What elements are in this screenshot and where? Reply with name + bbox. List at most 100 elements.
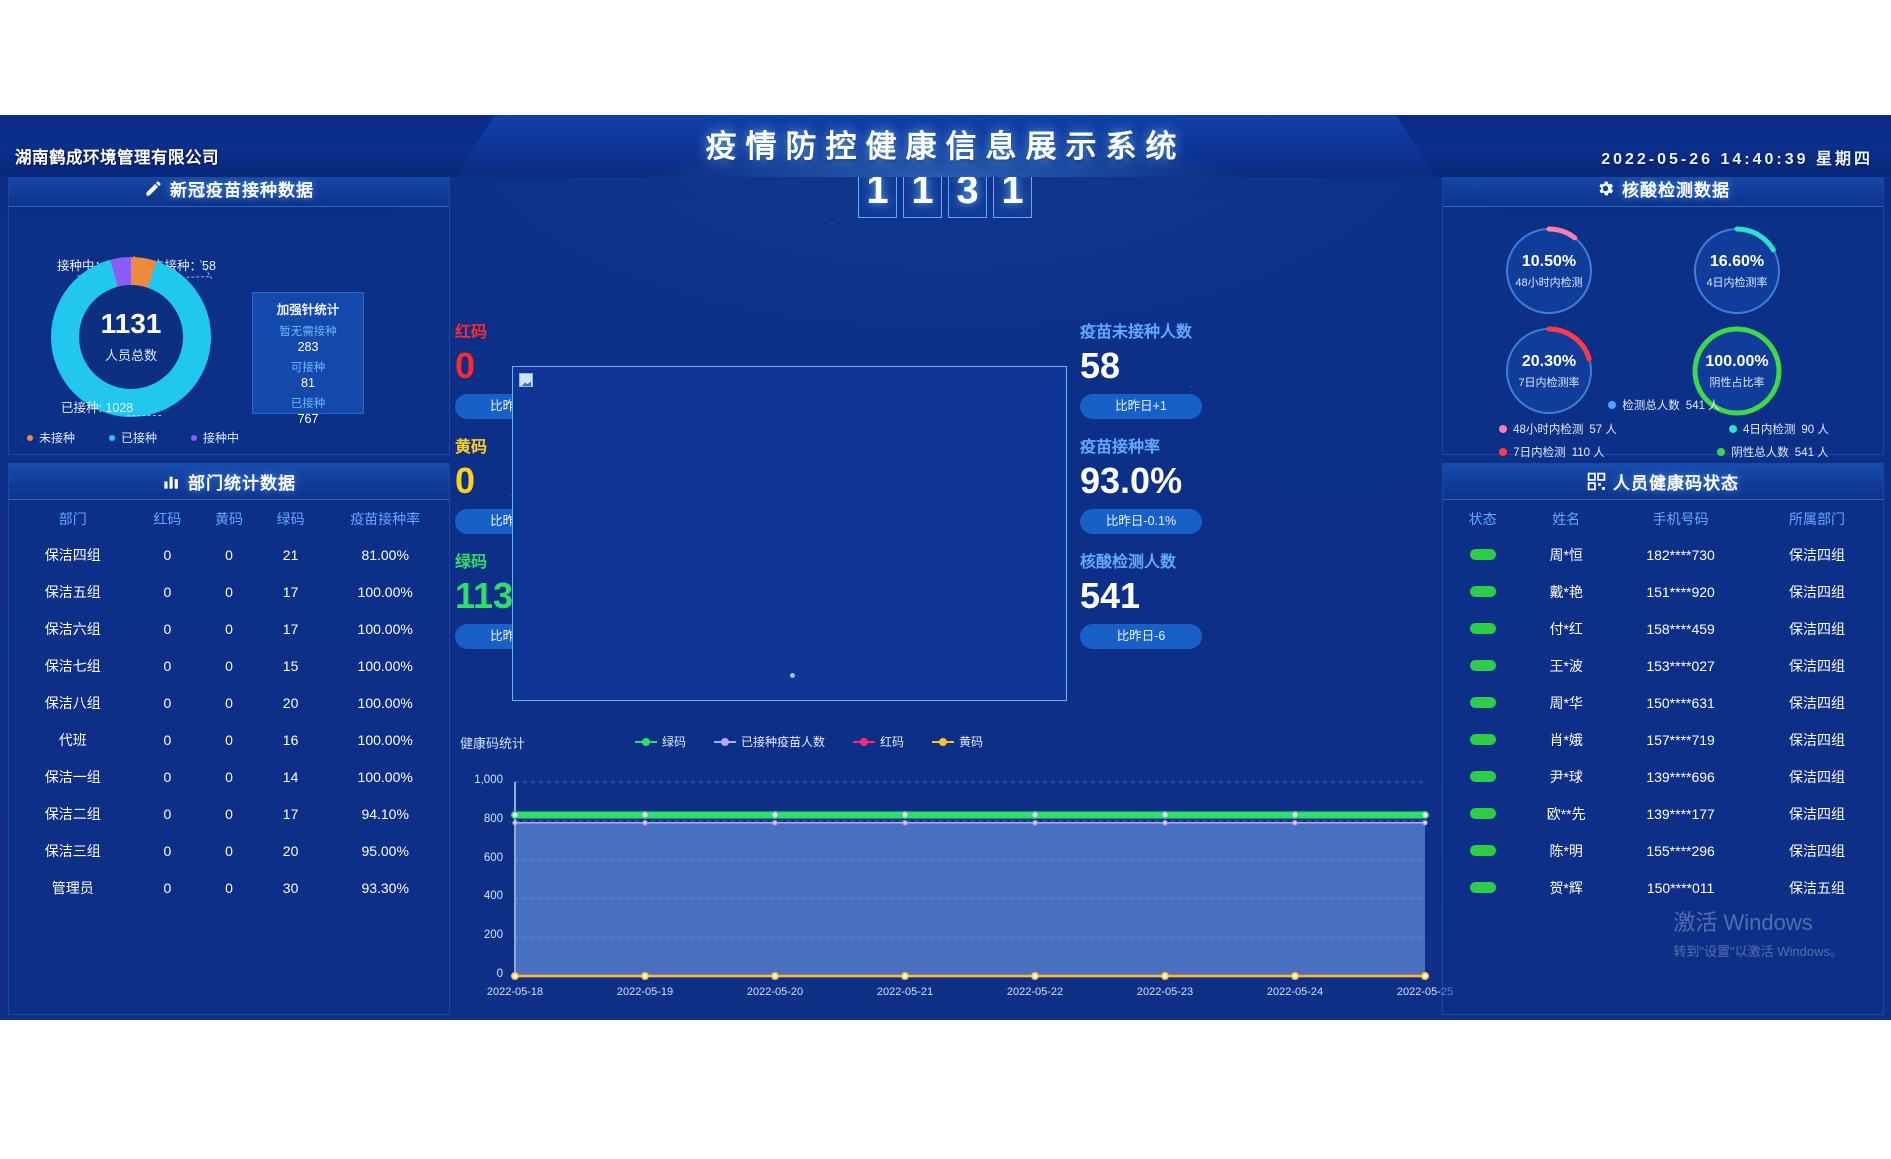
legend-item-vaccinated[interactable]: 已接种 <box>109 429 157 446</box>
kpi-yellow-value: 0 <box>455 460 476 501</box>
dept-name: 保洁一组 <box>44 768 101 785</box>
dept-name: 保洁二组 <box>44 805 101 822</box>
table-row[interactable]: 付*红 158****459 保洁四组 <box>1443 610 1883 647</box>
chart-legend-item-2[interactable]: 红码 <box>853 733 904 750</box>
broken-image-icon <box>519 373 533 387</box>
gauge-ring-0 <box>1504 226 1594 316</box>
dept-col-red: 红码 <box>153 511 182 527</box>
nucleic-legend-negative[interactable]: 阴性总人数 541 人 <box>1717 444 1829 460</box>
person-dept: 保洁四组 <box>1788 768 1845 785</box>
table-row[interactable]: 尹*球 139****696 保洁四组 <box>1443 758 1883 795</box>
table-row[interactable]: 戴*艳 151****920 保洁四组 <box>1443 573 1883 610</box>
kpi-red-value: 0 <box>455 345 476 386</box>
nucleic-panel-header: 核酸检测数据 <box>1443 171 1883 207</box>
person-dept: 保洁四组 <box>1788 546 1845 563</box>
dept-rate: 100.00% <box>357 620 413 637</box>
table-row[interactable]: 保洁四组 0 0 21 81.00% <box>9 536 449 573</box>
table-row[interactable]: 保洁一组 0 0 14 100.00% <box>9 758 449 795</box>
legend-swatch-vaccinated <box>109 434 116 441</box>
table-row[interactable]: 保洁七组 0 0 15 100.00% <box>9 647 449 684</box>
table-row[interactable]: 代班 0 0 16 100.00% <box>9 721 449 758</box>
health-panel-title: 人员健康码状态 <box>1613 474 1739 493</box>
video-feed-placeholder[interactable] <box>512 366 1067 701</box>
chart-legend-item-0[interactable]: 绿码 <box>635 733 686 750</box>
table-row[interactable]: 周*恒 182****730 保洁四组 <box>1443 536 1883 573</box>
chart-legend-label-2: 红码 <box>880 735 905 749</box>
chart-xtick-6: 2022-05-24 <box>1266 986 1324 998</box>
callout-leader-line-3 <box>127 415 161 416</box>
legend-label-vaccinated: 已接种 <box>121 431 158 445</box>
person-phone: 155****296 <box>1646 842 1715 859</box>
status-badge <box>1443 869 1522 906</box>
kpi-nucleic-count: 核酸检测人数 541 比昨日-6 <box>1080 548 1232 649</box>
table-row[interactable]: 陈*明 155****296 保洁四组 <box>1443 832 1883 869</box>
nucleic-legend-total[interactable]: 检测总人数 541 人 <box>1608 397 1720 413</box>
dept-name: 保洁三组 <box>44 842 101 859</box>
booster-title: 加强针统计 <box>276 303 340 317</box>
dept-yellow: 0 <box>225 879 233 896</box>
legend-swatch-negative <box>1717 448 1726 456</box>
table-row[interactable]: 王*波 153****027 保洁四组 <box>1443 647 1883 684</box>
health-table-header-row: 状态 姓名 手机号码 所属部门 <box>1443 500 1883 536</box>
table-row[interactable]: 管理员 0 0 30 93.30% <box>9 869 449 906</box>
green-code-pill <box>1469 622 1496 634</box>
table-row[interactable]: 肖*娥 157****719 保洁四组 <box>1443 721 1883 758</box>
nucleic-legend-7d[interactable]: 7日内检测 110 人 <box>1499 444 1605 460</box>
table-row[interactable]: 保洁五组 0 0 17 100.00% <box>9 573 449 610</box>
person-phone: 150****631 <box>1646 694 1715 711</box>
green-code-pill <box>1469 659 1496 671</box>
table-row[interactable]: 保洁二组 0 0 17 94.10% <box>9 795 449 832</box>
dept-red: 0 <box>163 731 172 748</box>
dept-red: 0 <box>163 694 172 711</box>
person-name: 陈*明 <box>1549 842 1583 859</box>
person-dept: 保洁四组 <box>1788 842 1845 859</box>
vaccine-panel-header: 新冠疫苗接种数据 <box>9 171 449 207</box>
legend-swatch-48h <box>1499 425 1508 433</box>
dept-col-dept: 部门 <box>58 511 87 527</box>
person-name: 付*红 <box>1549 620 1583 637</box>
person-phone: 151****920 <box>1646 583 1715 600</box>
gauge-caption-1: 4日内检测率 <box>1706 276 1768 289</box>
status-badge <box>1443 795 1522 832</box>
legend-item-unvaccinated[interactable]: 未接种 <box>27 429 75 446</box>
person-name: 戴*艳 <box>1549 583 1583 600</box>
chart-legend-swatch-3 <box>932 737 955 746</box>
dept-name: 保洁八组 <box>44 694 101 711</box>
table-row[interactable]: 保洁八组 0 0 20 100.00% <box>9 684 449 721</box>
dept-name: 管理员 <box>51 879 94 896</box>
green-code-pill <box>1469 881 1496 893</box>
status-badge <box>1443 684 1522 721</box>
table-row[interactable]: 周*华 150****631 保洁四组 <box>1443 684 1883 721</box>
vaccine-panel-title: 新冠疫苗接种数据 <box>170 181 314 200</box>
table-row[interactable]: 欧**先 139****177 保洁四组 <box>1443 795 1883 832</box>
dept-rate: 100.00% <box>357 583 413 600</box>
dept-rate: 100.00% <box>357 657 413 674</box>
nucleic-legend-4d[interactable]: 4日内检测 90 人 <box>1729 421 1829 437</box>
chart-legend-item-3[interactable]: 黄码 <box>932 733 983 750</box>
chart-ytick-1: 200 <box>483 929 503 942</box>
status-badge <box>1443 758 1522 795</box>
legend-item-in-progress[interactable]: 接种中 <box>191 429 239 446</box>
dept-yellow: 0 <box>225 620 233 637</box>
dept-yellow: 0 <box>225 583 233 600</box>
kpi-green-label: 绿码 <box>455 554 488 571</box>
chart-legend-item-1[interactable]: 已接种疫苗人数 <box>714 733 825 750</box>
kpi-rate-label: 疫苗接种率 <box>1080 439 1161 456</box>
chart-xtick-7: 2022-05-25 <box>1396 986 1454 998</box>
table-row[interactable]: 保洁三组 0 0 20 95.00% <box>9 832 449 869</box>
donut-total-label: 人员总数 <box>104 348 157 363</box>
chart-legend-label-3: 黄码 <box>959 735 984 749</box>
legend-swatch-unvaccinated <box>27 434 33 441</box>
chart-xtick-5: 2022-05-23 <box>1136 986 1194 998</box>
table-row[interactable]: 保洁六组 0 0 17 100.00% <box>9 610 449 647</box>
person-dept: 保洁五组 <box>1788 879 1845 896</box>
nucleic-legend-48h[interactable]: 48小时内检测 57 人 <box>1499 421 1617 437</box>
table-row[interactable]: 贺*辉 150****011 保洁五组 <box>1443 869 1883 906</box>
dept-red: 0 <box>163 842 172 859</box>
dept-green: 14 <box>282 768 299 785</box>
dept-red: 0 <box>163 805 172 822</box>
dept-rate: 94.10% <box>361 805 409 822</box>
gauge-pct-3: 100.00% <box>1705 352 1769 370</box>
person-dept: 保洁四组 <box>1788 694 1845 711</box>
dept-red: 0 <box>163 620 172 637</box>
